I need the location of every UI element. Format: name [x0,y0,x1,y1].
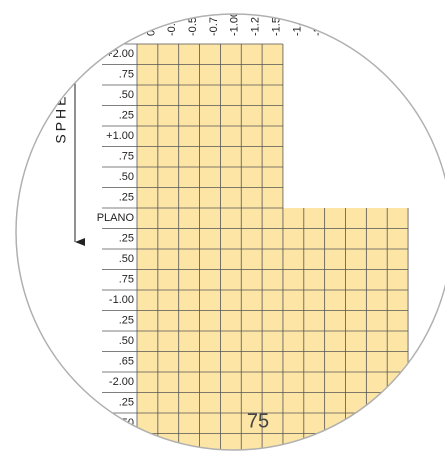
row-label: .25 [119,192,134,204]
row-label: .25 [119,315,134,327]
column-label: -0.2 [166,17,178,36]
column-label: -1.5 [270,17,282,36]
center-label: 75 [247,410,269,432]
lens-rim [15,13,445,451]
column-label: -1.2 [250,17,262,36]
row-label: +2.00 [106,48,134,60]
column-label: -1.00 [229,11,241,36]
row-label: -1.00 [109,294,134,306]
row-label: .50 [119,335,134,347]
row-label: .50 [119,89,134,101]
grid-fill [137,208,409,450]
grid [102,43,409,450]
row-label: .75 [119,69,134,81]
axis-label: SPHER [53,80,69,143]
row-label: .65 [119,356,134,368]
row-label: .25 [119,110,134,122]
row-label: .75 [119,274,134,286]
row-label: PLANO [97,212,135,224]
column-label: 0 [145,30,157,36]
row-label: -2.00 [109,376,134,388]
row-label: .50 [119,171,134,183]
lens-content: SPHER 75 +2.00 .75 .50 .25 +1.00 .75 .50 .25 PLA… [53,11,409,450]
row-label: .25 [119,233,134,245]
row-label: .50 [119,253,134,265]
row-label: .75 [119,151,134,163]
column-label: -0.5 [187,17,199,36]
row-label: +1.00 [106,130,134,142]
row-label: .25 [119,397,134,409]
column-label: -1.7 [291,17,303,36]
column-label: -0.7 [208,17,220,36]
